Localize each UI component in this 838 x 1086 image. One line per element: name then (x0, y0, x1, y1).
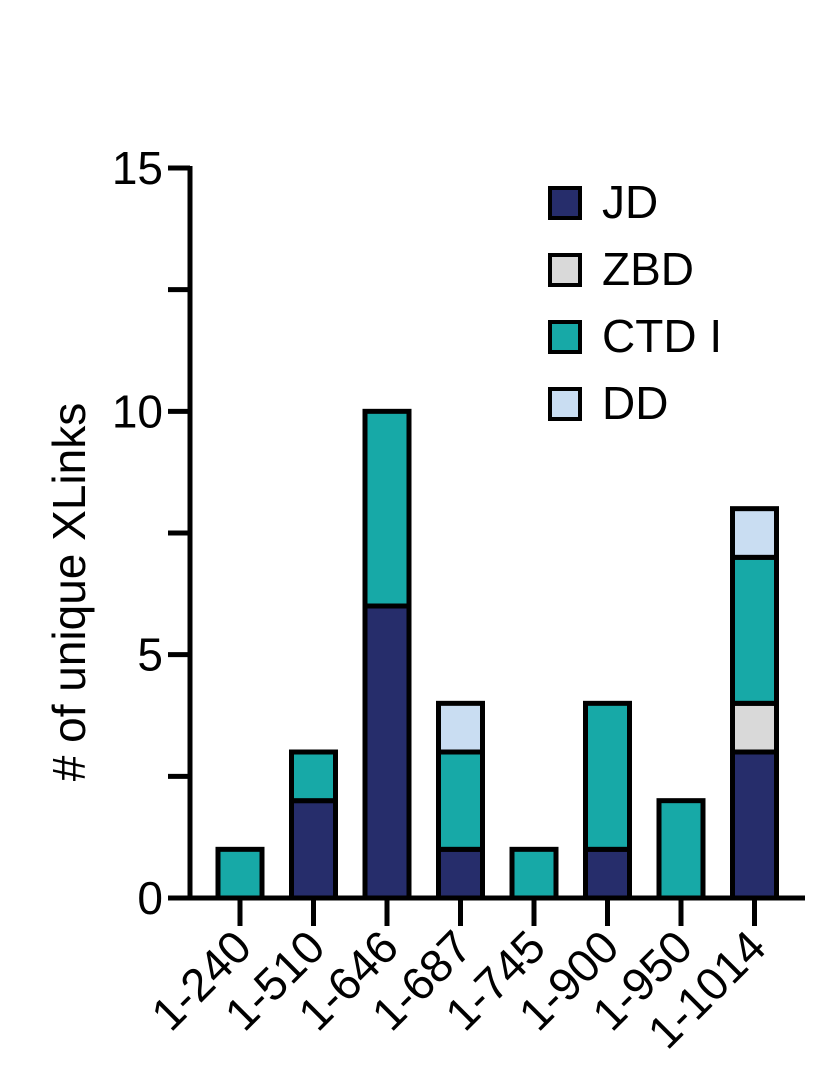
bar-1-900-ctd-i (583, 700, 632, 852)
bar-1-745-ctd-i (509, 846, 559, 901)
legend: JD ZBD CTD I DD (548, 176, 722, 429)
y-tick-label: 5 (137, 629, 163, 681)
bar-1-687-dd (436, 700, 485, 755)
bar-1-510-ctd-i (289, 749, 338, 804)
bar-1-950-ctd-i (656, 798, 706, 901)
bar-1-1014-ctd-i (730, 554, 779, 706)
legend-label-jd: JD (602, 176, 658, 228)
y-tick-label: 10 (112, 385, 163, 437)
bars-group (215, 408, 779, 901)
legend-swatch-dd (548, 387, 582, 421)
bar-1-1014-dd (730, 506, 779, 560)
legend-label-zbd: ZBD (602, 243, 694, 295)
axes-group (187, 166, 805, 901)
bar-1-646-jd (362, 603, 412, 901)
legend-swatch-ctd-i (548, 320, 582, 354)
y-tick-label: 0 (137, 872, 163, 924)
legend-swatch-jd (548, 186, 582, 220)
bar-1-687-jd (436, 846, 485, 901)
y-tick-label: 15 (112, 142, 163, 194)
bar-1-646-ctd-i (362, 408, 412, 609)
y-axis-title: # of unique XLinks (43, 403, 95, 782)
y-ticks-group: 0 5 10 15 (112, 142, 190, 924)
legend-label-ctd-i: CTD I (602, 310, 722, 362)
x-ticks-group: 1-2401-5101-6461-6871-7451-9001-9501-101… (141, 898, 776, 1058)
bar-1-1014-zbd (730, 700, 779, 755)
bar-1-240-ctd-i (215, 846, 265, 901)
legend-swatch-zbd (548, 253, 582, 287)
legend-label-dd: DD (602, 377, 668, 429)
bar-1-900-jd (583, 846, 632, 901)
bar-1-1014-jd (730, 749, 779, 901)
bar-1-687-ctd-i (436, 749, 485, 852)
bar-1-510-jd (289, 798, 338, 901)
